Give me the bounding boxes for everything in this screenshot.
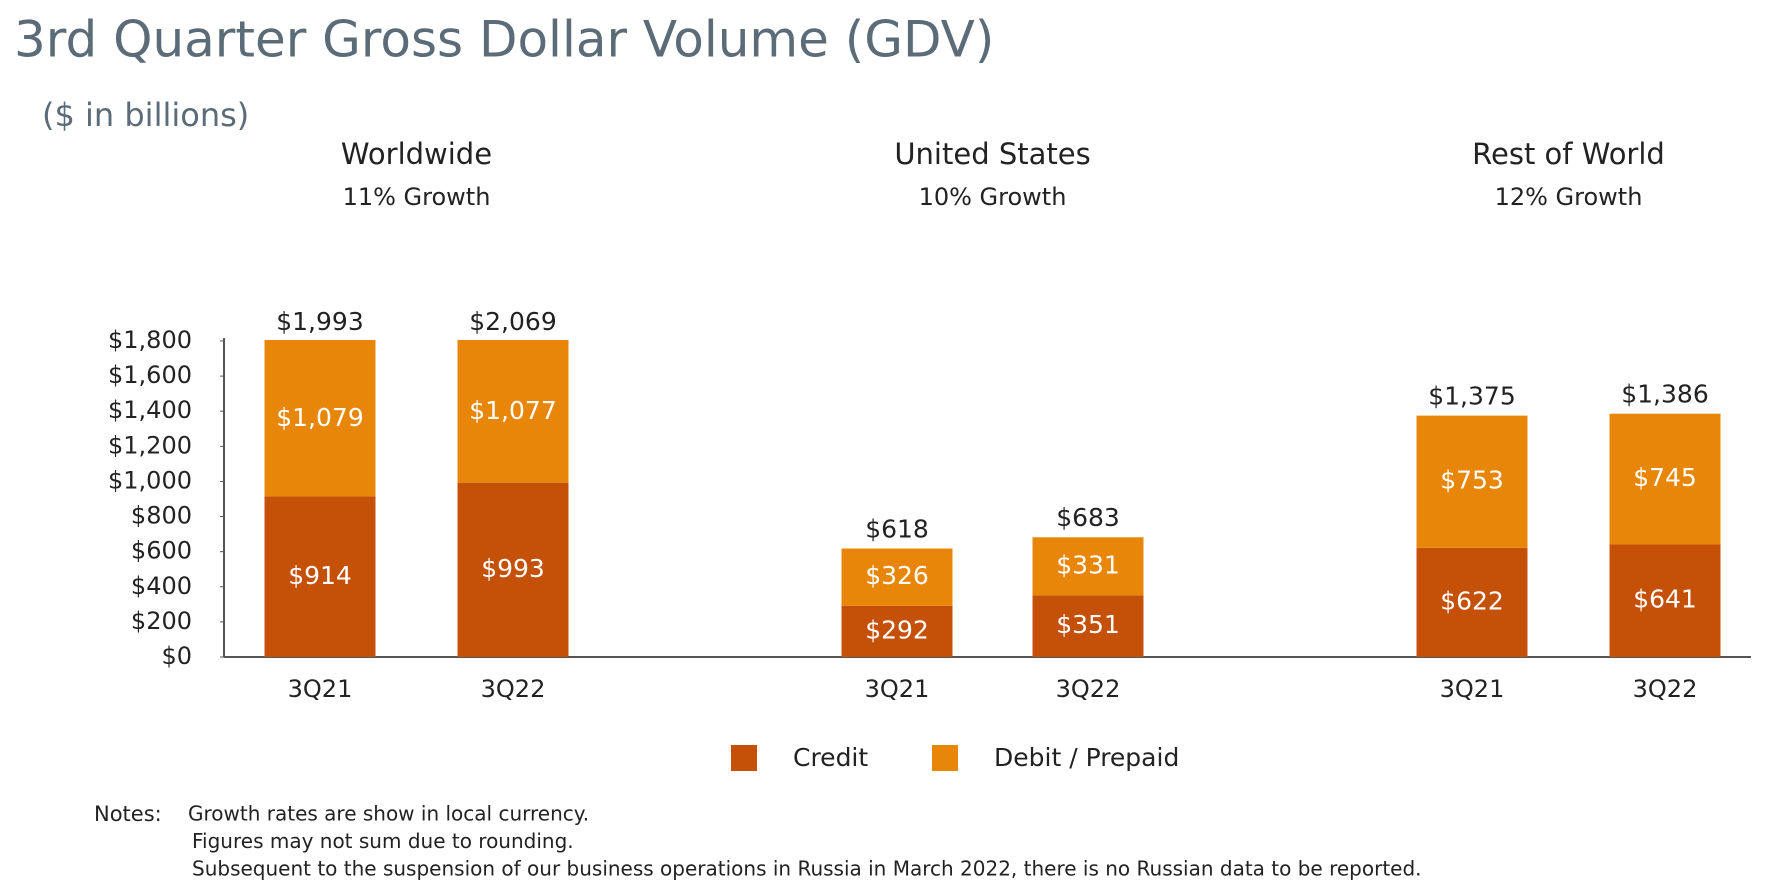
group-growth: 11% Growth	[343, 183, 491, 211]
x-tick-label: 3Q21	[865, 675, 930, 703]
value-label: $331	[1056, 550, 1120, 579]
group-name: Rest of World	[1472, 137, 1665, 171]
group-name: Worldwide	[341, 137, 492, 171]
bar-segment	[1032, 537, 1144, 596]
value-label: $292	[865, 615, 929, 644]
legend-label: Debit / Prepaid	[994, 743, 1179, 772]
slide-subtitle: ($ in billions)	[42, 96, 249, 134]
x-tick-label: 3Q21	[288, 675, 353, 703]
bar-segment	[457, 482, 569, 657]
x-tick-label: 3Q22	[1056, 675, 1121, 703]
group-name: United States	[894, 137, 1090, 171]
value-label: $622	[1440, 586, 1504, 615]
bar-segment	[841, 605, 953, 657]
total-label: $1,993	[276, 307, 363, 336]
value-label: $914	[288, 561, 352, 590]
bar-segment	[1609, 544, 1721, 657]
value-label: $351	[1056, 610, 1120, 639]
notes-label: Notes:	[94, 802, 162, 826]
legend-swatch	[731, 745, 757, 771]
y-tick-label: $1,400	[108, 396, 192, 424]
note-line: Subsequent to the suspension of our busi…	[192, 857, 1422, 881]
bar-segment	[264, 340, 376, 497]
note-line: Growth rates are show in local currency.	[188, 802, 589, 826]
legend-label: Credit	[793, 743, 868, 772]
y-tick-label: $800	[131, 502, 192, 530]
total-label: $1,375	[1428, 382, 1515, 411]
bar-segment	[1032, 595, 1144, 657]
bar-segment	[841, 548, 953, 606]
total-label: $618	[865, 515, 929, 544]
value-label: $993	[481, 554, 545, 583]
slide-title: 3rd Quarter Gross Dollar Volume (GDV)	[14, 11, 994, 69]
plot-area	[264, 340, 1721, 657]
x-tick-label: 3Q22	[481, 675, 546, 703]
value-label: $1,077	[469, 396, 556, 425]
total-label: $1,386	[1621, 380, 1708, 409]
value-label: $753	[1440, 466, 1504, 495]
note-line: Figures may not sum due to rounding.	[192, 829, 574, 853]
bar-segment	[1416, 547, 1528, 657]
bar-segment	[457, 340, 569, 483]
y-tick-label: $600	[131, 537, 192, 565]
group-growth: 12% Growth	[1495, 183, 1643, 211]
total-label: $2,069	[469, 307, 556, 336]
value-label: $641	[1633, 585, 1697, 614]
bar-segment	[264, 496, 376, 657]
y-tick-label: $400	[131, 572, 192, 600]
y-tick-label: $1,000	[108, 466, 192, 494]
x-tick-label: 3Q22	[1633, 675, 1698, 703]
value-label: $1,079	[276, 403, 363, 432]
x-tick-label: 3Q21	[1440, 675, 1505, 703]
bar-segment	[1416, 415, 1528, 548]
total-label: $683	[1056, 503, 1120, 532]
y-tick-label: $1,800	[108, 326, 192, 354]
bar-segment	[1609, 413, 1721, 545]
y-tick-label: $0	[161, 642, 192, 670]
y-tick-label: $1,200	[108, 431, 192, 459]
y-tick-label: $1,600	[108, 361, 192, 389]
y-tick-label: $200	[131, 607, 192, 635]
group-growth: 10% Growth	[919, 183, 1067, 211]
value-label: $326	[865, 561, 929, 590]
legend-swatch	[932, 745, 958, 771]
value-label: $745	[1633, 463, 1697, 492]
